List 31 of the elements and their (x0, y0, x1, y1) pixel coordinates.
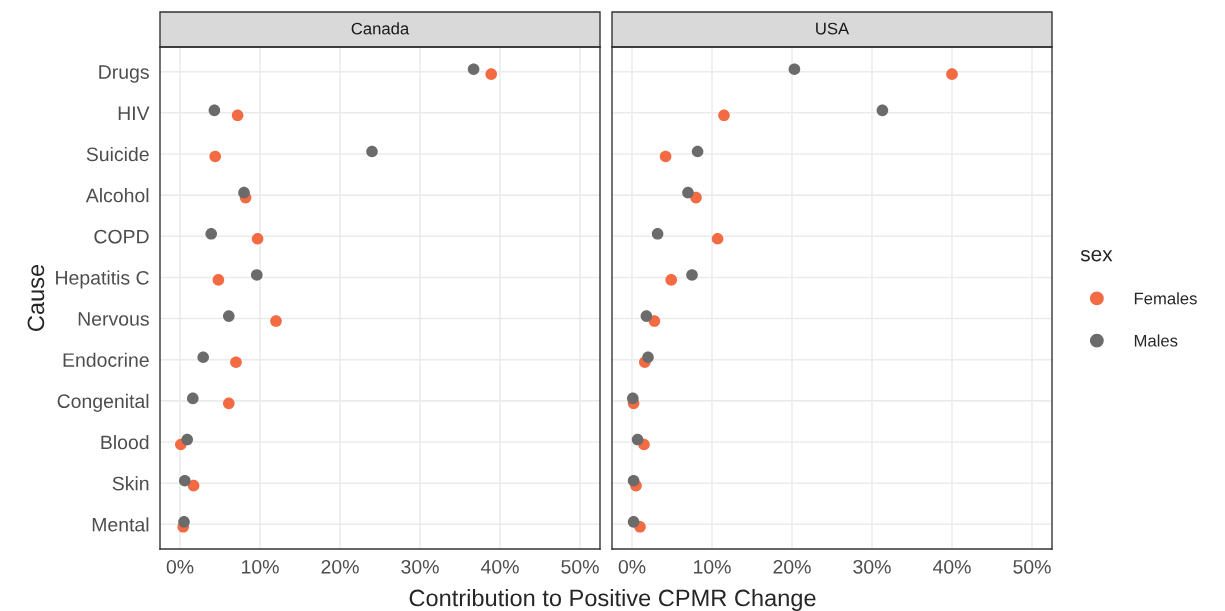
legend-label: Males (1134, 334, 1178, 347)
x-axis-title: Contribution to Positive CPMR Change (409, 588, 816, 611)
y-tick-label: Endocrine (63, 352, 149, 367)
x-tick-label: 50% (1013, 559, 1051, 574)
y-tick-label: Skin (112, 476, 149, 491)
legend-title: sex (1080, 249, 1113, 262)
x-tick-label: 40% (932, 559, 971, 574)
y-axis-title: Cause (27, 264, 45, 331)
x-tick-label: 0% (618, 559, 646, 574)
legend-label: Females (1134, 292, 1197, 305)
y-tick-label: Drugs (99, 65, 149, 83)
x-tick-label: 30% (401, 559, 439, 574)
y-tick-label: COPD (94, 229, 149, 244)
x-tick-label: 50% (561, 559, 599, 574)
x-tick-label: 20% (773, 559, 811, 574)
y-tick-label: Hepatitis C (56, 270, 149, 289)
y-tick-label: Nervous (78, 312, 149, 326)
x-tick-label: 20% (321, 559, 359, 574)
x-tick-label: 40% (480, 559, 519, 574)
x-tick-label: 10% (694, 559, 731, 574)
y-tick-label: Alcohol (85, 188, 149, 203)
y-tick-label: Mental (92, 517, 149, 532)
chart-title: USA (816, 22, 850, 35)
x-tick-label: 10% (242, 559, 279, 574)
x-tick-label: 30% (853, 559, 891, 574)
y-tick-label: Suicide (86, 146, 149, 162)
chart-title: Canada (351, 22, 410, 35)
y-tick-label: Blood (101, 434, 149, 450)
y-tick-label: Congenital (57, 393, 149, 412)
x-tick-label: 0% (166, 559, 194, 574)
y-tick-label: HIV (118, 106, 150, 120)
